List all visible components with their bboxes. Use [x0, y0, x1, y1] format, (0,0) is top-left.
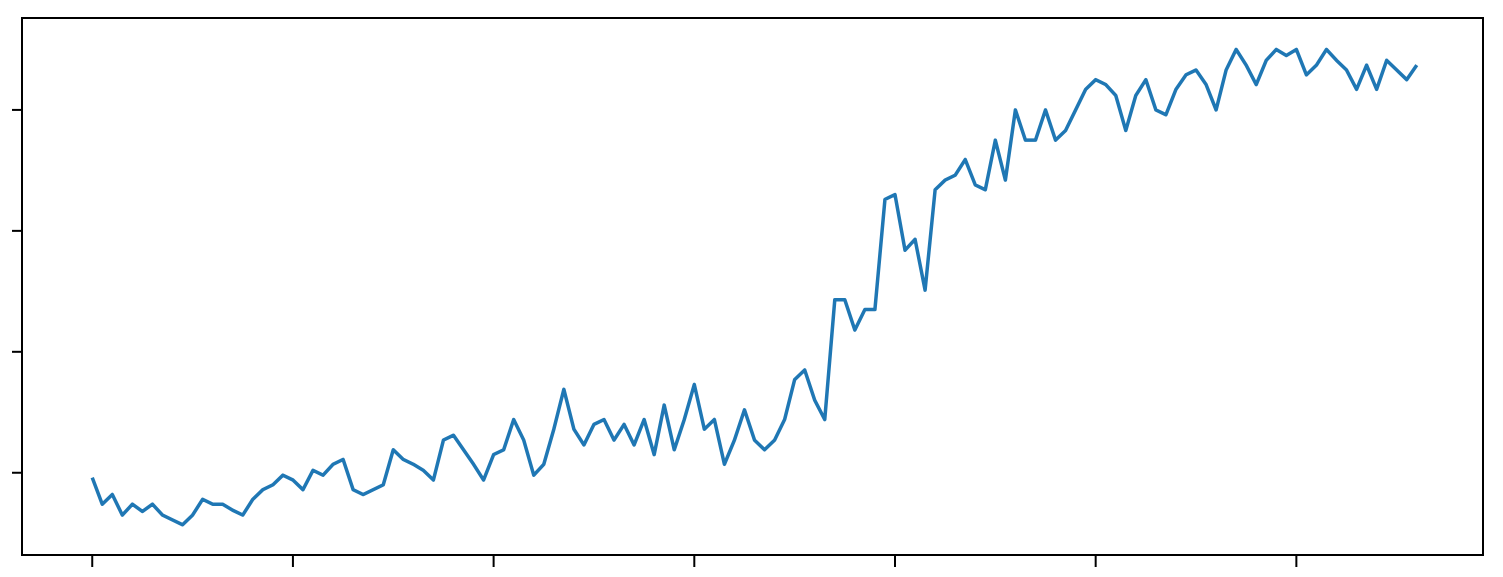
- axes-frame: [21, 17, 1484, 556]
- data-line: [90, 47, 1419, 527]
